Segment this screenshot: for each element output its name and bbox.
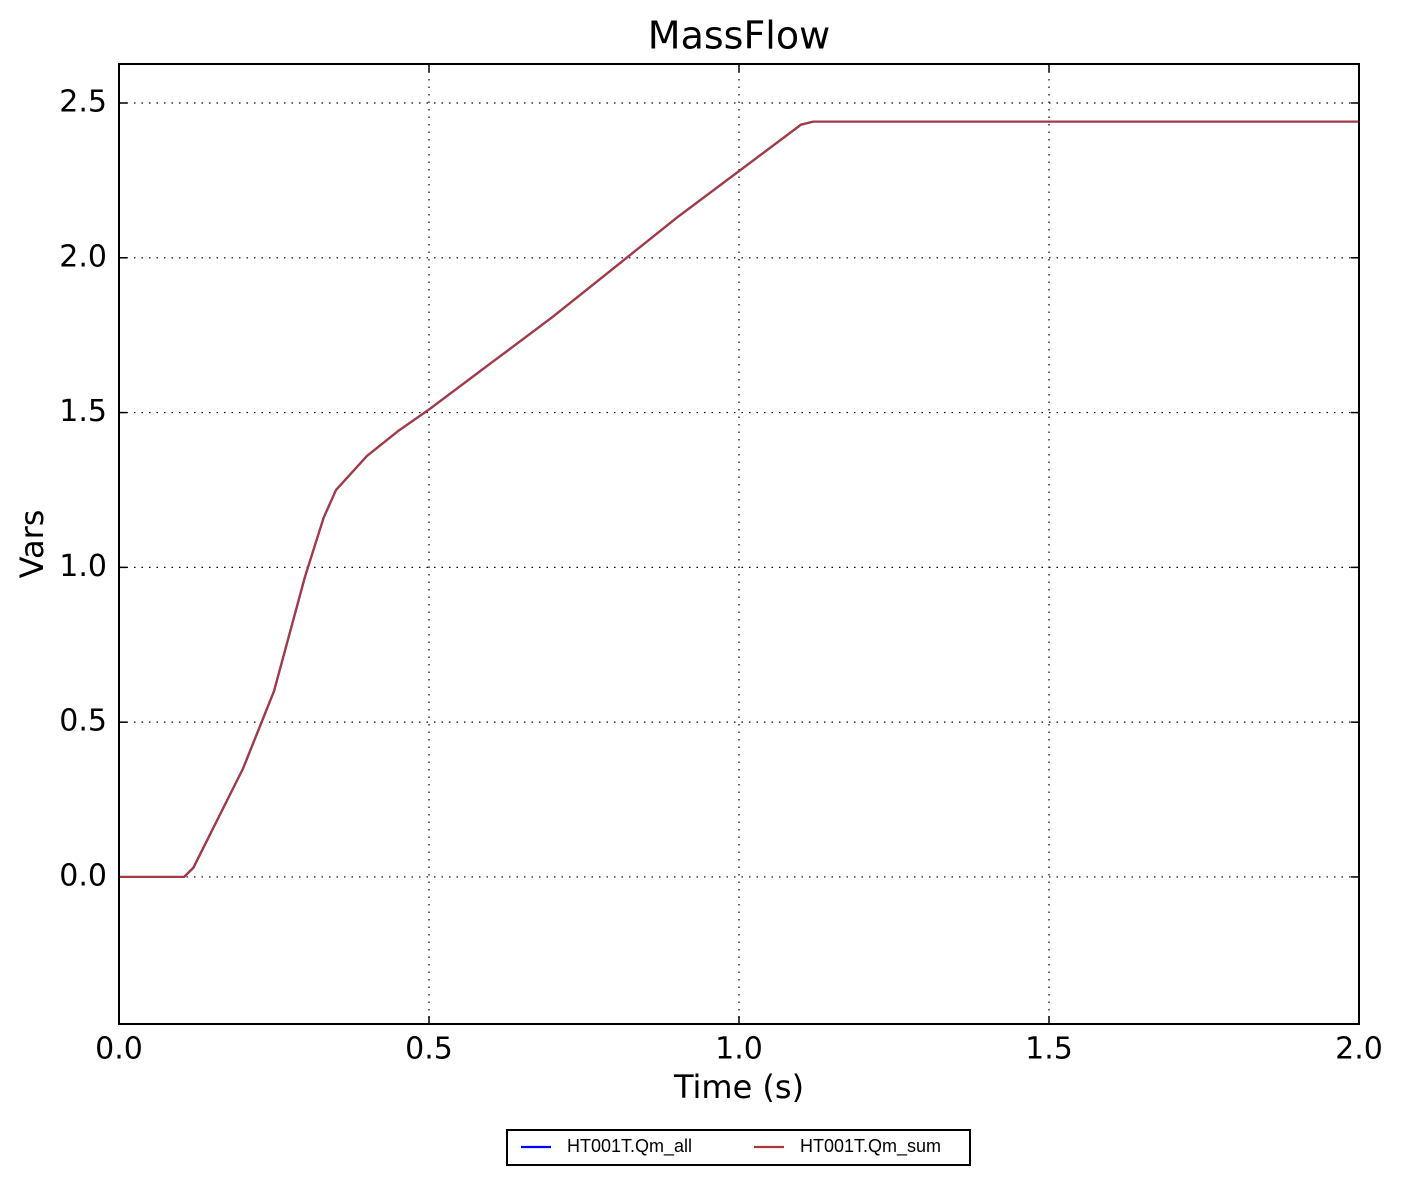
x-tick-label: 1.0 <box>715 1032 763 1067</box>
y-axis-label: Vars <box>13 510 51 579</box>
x-tick-label: 0.0 <box>95 1032 143 1067</box>
x-tick-label: 0.5 <box>405 1032 453 1067</box>
legend-label: HT001T.Qm_all <box>567 1136 692 1157</box>
chart-title: MassFlow <box>648 14 830 58</box>
y-tick-label: 1.0 <box>59 549 107 584</box>
y-tick-label: 1.5 <box>59 394 107 429</box>
legend-box <box>506 1129 971 1166</box>
x-axis-label: Time (s) <box>673 1068 804 1106</box>
x-tick-label: 1.5 <box>1025 1032 1073 1067</box>
y-tick-label: 2.0 <box>59 239 107 274</box>
y-tick-label: 0.5 <box>59 704 107 739</box>
y-tick-label: 0.0 <box>59 858 107 893</box>
data-line <box>119 120 1359 879</box>
x-tick-label: 2.0 <box>1335 1032 1383 1067</box>
legend-label: HT001T.Qm_sum <box>800 1136 941 1157</box>
plot-frame <box>118 63 1360 1025</box>
y-tick-label: 2.5 <box>59 85 107 120</box>
